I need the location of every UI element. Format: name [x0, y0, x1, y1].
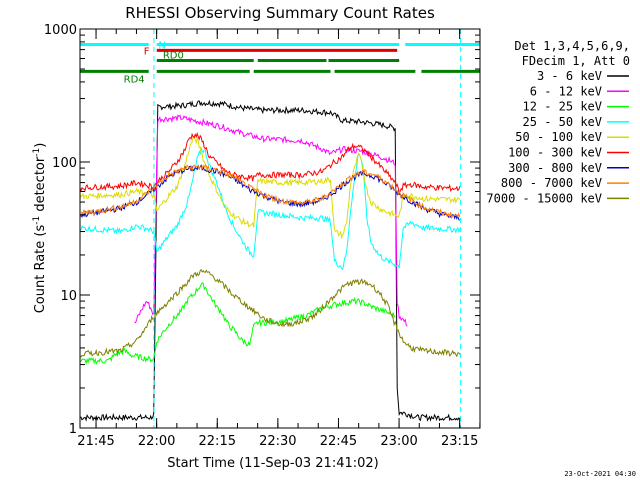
y-tick-label-3: 1000 [44, 23, 77, 38]
svg-text:Count Rate (s-1 detector-1): Count Rate (s-1 detector-1) [32, 143, 48, 314]
y-tick-label-1: 10 [60, 289, 77, 304]
x-tick-label-4: 22:45 [320, 434, 357, 449]
chart-title: RHESSI Observing Summary Count Rates [125, 4, 435, 22]
series-line-1 [134, 114, 408, 327]
legend-label-1: 6 - 12 keV [530, 84, 602, 98]
legend-label-4: 50 - 100 keV [515, 130, 602, 144]
legend-label-7: 800 - 7000 keV [501, 176, 602, 190]
x-axis-label: Start Time (11-Sep-03 21:41:02) [167, 456, 378, 471]
series-line-5 [80, 131, 461, 195]
legend-label-0: 3 - 6 keV [537, 69, 602, 83]
x-tick-label-5: 23:00 [380, 434, 417, 449]
series-line-0 [80, 99, 461, 422]
x-tick-label-2: 22:15 [199, 434, 236, 449]
y-axis-label-sup1: -1 [32, 216, 42, 225]
series-line-3 [80, 146, 461, 271]
series-line-2 [80, 282, 396, 366]
legend-label-2: 12 - 25 keV [523, 100, 602, 114]
series-line-8 [80, 268, 461, 358]
legend-header-line-2: FDecim 1, Att 0 [522, 54, 630, 68]
flag-label-1: F [144, 46, 150, 57]
legend-label-8: 7000 - 15000 keV [486, 191, 602, 205]
series-line-6 [80, 164, 461, 221]
y-axis-label-part3: ) [33, 143, 48, 148]
y-axis-label: Count Rate (s-1 detector-1) [32, 143, 48, 314]
series-group [80, 99, 461, 422]
plot-frame [79, 28, 481, 429]
x-tick-label-0: 21:45 [77, 434, 114, 449]
y-axis-label-part2: detector [33, 156, 48, 216]
y-tick-label-2: 100 [52, 156, 77, 171]
y-tick-label-0: 1 [69, 422, 77, 437]
legend-header-line-1: Det 1,3,4,5,6,9, [514, 39, 630, 53]
x-tick-label-1: 22:00 [138, 434, 175, 449]
x-tick-label-3: 22:30 [259, 434, 296, 449]
legend: Det 1,3,4,5,6,9, FDecim 1, Att 0 3 - 6 k… [486, 39, 630, 205]
flag-label-2: RD0 [163, 50, 184, 61]
legend-label-5: 100 - 300 keV [508, 146, 602, 160]
y-axis-label-sup2: -1 [32, 148, 42, 157]
legend-label-3: 25 - 50 keV [523, 115, 602, 129]
flag-label-3: RD4 [124, 74, 145, 85]
x-tick-label-6: 23:15 [441, 434, 478, 449]
y-axis-label-part1: Count Rate (s [33, 225, 48, 314]
footer-date: 23-Oct-2021 04:30 [564, 470, 636, 478]
legend-label-6: 300 - 800 keV [508, 161, 602, 175]
series-line-7 [80, 164, 461, 220]
flag-label-0: N [158, 40, 165, 51]
plot-area: NF RD0 RD4 21:45 22:00 22:15 22:30 22:45 23:00 23… [44, 23, 481, 449]
